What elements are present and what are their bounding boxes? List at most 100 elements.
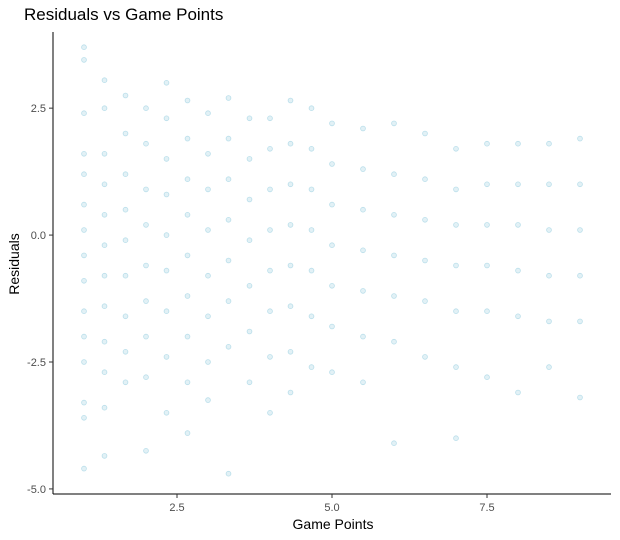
data-point <box>267 227 273 233</box>
data-point <box>515 181 521 188</box>
data-point <box>422 130 428 137</box>
data-point <box>225 217 232 223</box>
data-point <box>143 140 149 147</box>
data-point <box>163 156 170 162</box>
data-point <box>143 105 149 111</box>
data-point <box>205 272 211 279</box>
data-point <box>81 414 87 421</box>
data-point <box>546 318 552 325</box>
data-point <box>143 186 149 193</box>
data-point <box>184 135 191 142</box>
y-axis-title: Residuals <box>6 233 22 294</box>
data-point <box>81 44 87 50</box>
data-point <box>515 389 521 396</box>
data-point <box>143 374 149 381</box>
data-point <box>246 196 253 203</box>
data-point <box>101 303 108 310</box>
data-point <box>484 181 490 188</box>
data-point <box>163 267 170 274</box>
data-point <box>143 262 149 269</box>
data-point <box>246 282 253 289</box>
data-point <box>287 389 294 396</box>
data-point <box>225 257 232 264</box>
y-tick-label: -2.5 <box>27 357 46 369</box>
y-ticks: 2.5 0.0 -2.5 -5.0 <box>27 103 53 496</box>
data-point <box>122 379 129 386</box>
data-point <box>287 262 294 269</box>
data-point <box>329 120 335 127</box>
data-point <box>122 130 129 137</box>
data-point <box>184 293 191 299</box>
data-point <box>143 298 149 304</box>
data-point <box>308 146 315 152</box>
data-point <box>81 333 87 340</box>
data-point <box>163 409 170 416</box>
data-point <box>101 212 108 218</box>
data-point <box>184 97 191 104</box>
data-point <box>360 125 366 132</box>
data-point <box>267 308 273 315</box>
data-point <box>246 115 253 122</box>
data-point <box>267 115 273 122</box>
data-point <box>287 303 294 310</box>
data-point <box>81 57 87 63</box>
data-point <box>391 252 397 259</box>
data-point <box>101 105 108 111</box>
data-point <box>184 379 191 386</box>
x-axis-title: Game Points <box>293 516 374 532</box>
data-point <box>360 166 366 172</box>
data-point <box>546 272 552 279</box>
data-point <box>484 308 490 315</box>
data-point <box>225 470 232 477</box>
data-point <box>143 447 149 454</box>
data-point <box>81 277 87 284</box>
data-point <box>515 140 521 147</box>
data-point <box>329 161 335 167</box>
y-tick-label: 0.0 <box>31 230 46 242</box>
data-point <box>267 409 273 416</box>
data-point <box>287 140 294 147</box>
data-point <box>122 237 129 244</box>
data-point <box>225 298 232 304</box>
data-point <box>484 374 490 381</box>
data-point <box>329 323 335 330</box>
data-point <box>225 343 232 350</box>
data-point <box>308 227 315 233</box>
data-point <box>101 338 108 345</box>
data-point <box>205 151 211 157</box>
data-point <box>577 394 583 401</box>
data-point <box>163 354 170 360</box>
data-point <box>101 151 108 157</box>
data-point <box>360 288 366 294</box>
data-point <box>577 227 583 233</box>
data-point <box>484 140 490 147</box>
data-point <box>205 397 211 403</box>
data-point <box>205 359 211 365</box>
data-point <box>101 369 108 376</box>
data-point <box>163 308 170 315</box>
data-point <box>308 364 315 370</box>
data-point <box>515 267 521 274</box>
data-point <box>122 92 129 99</box>
data-point <box>329 282 335 289</box>
x-tick-label: 5.0 <box>324 502 339 514</box>
data-point <box>287 97 294 104</box>
data-point <box>308 186 315 193</box>
data-point <box>267 186 273 193</box>
data-point <box>205 227 211 233</box>
data-point <box>81 308 87 315</box>
data-point <box>287 348 294 355</box>
data-point <box>246 156 253 162</box>
data-point <box>453 186 459 193</box>
points-layer <box>81 44 583 477</box>
data-point <box>101 77 108 83</box>
data-point <box>453 364 459 370</box>
data-point <box>81 465 87 472</box>
data-point <box>184 252 191 259</box>
data-point <box>391 338 397 345</box>
data-point <box>184 212 191 218</box>
data-point <box>422 176 428 183</box>
data-point <box>184 176 191 183</box>
data-point <box>453 222 459 228</box>
x-tick-label: 2.5 <box>169 502 184 514</box>
